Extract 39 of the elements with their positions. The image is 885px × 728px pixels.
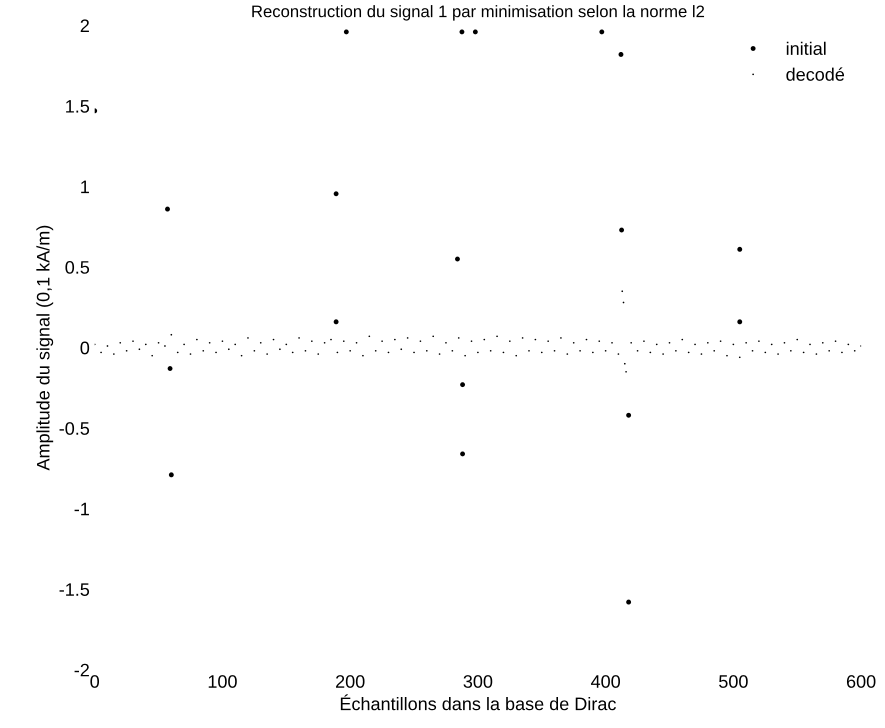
point [334,191,339,196]
legend-label: initial [786,42,826,55]
y-tick-label: -0.5 [60,422,90,435]
x-tick-label: 400 [590,675,620,688]
point [455,256,460,262]
y-tick-label: -1.5 [60,583,90,596]
y-tick-label: 1.5 [66,100,90,113]
point [472,29,478,34]
point [737,246,742,252]
point [165,206,170,212]
point [460,382,466,388]
x-tick-label: 600 [846,675,876,688]
point [168,472,174,478]
point [599,29,604,34]
point [619,228,624,232]
point [626,600,632,605]
y-tick-label: 2 [80,19,89,32]
x-tick-label: 200 [336,675,365,688]
legend-label: decodé [786,67,844,81]
point [737,319,742,324]
chart-title: Reconstruction du signal 1 par minimisation selon la norme l2 [252,5,704,21]
point [460,29,464,34]
point [334,319,339,324]
y-tick-label: -1 [74,502,89,516]
y-tick-label: 0.5 [65,261,90,274]
point [618,52,624,57]
x-tick-label: 300 [464,675,492,688]
point [168,366,172,371]
point [626,412,632,418]
point [460,451,466,456]
x-axis-title: Échantillons dans la base de Dirac [340,694,616,710]
y-axis-title: Amplitude du signal (0,1 kA/m) [36,226,54,471]
x-tick-label: 500 [719,675,748,688]
y-tick-label: 1 [81,180,89,194]
point [344,29,349,34]
x-tick-label: 0 [90,675,100,688]
x-tick-label: 100 [208,675,237,688]
y-tick-label: 0 [80,342,90,354]
y-tick-label: -2 [74,664,89,676]
